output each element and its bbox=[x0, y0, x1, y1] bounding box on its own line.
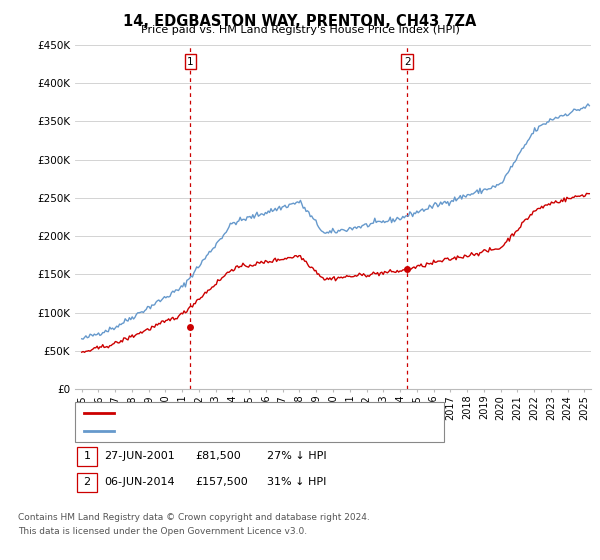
Text: 06-JUN-2014: 06-JUN-2014 bbox=[104, 477, 175, 487]
Text: Contains HM Land Registry data © Crown copyright and database right 2024.: Contains HM Land Registry data © Crown c… bbox=[18, 513, 370, 522]
Text: 1: 1 bbox=[83, 451, 91, 461]
Text: 14, EDGBASTON WAY, PRENTON, CH43 7ZA (detached house): 14, EDGBASTON WAY, PRENTON, CH43 7ZA (de… bbox=[119, 408, 440, 418]
Text: Price paid vs. HM Land Registry's House Price Index (HPI): Price paid vs. HM Land Registry's House … bbox=[140, 25, 460, 35]
Text: 27% ↓ HPI: 27% ↓ HPI bbox=[267, 451, 326, 461]
Text: £81,500: £81,500 bbox=[195, 451, 241, 461]
Text: 31% ↓ HPI: 31% ↓ HPI bbox=[267, 477, 326, 487]
Text: 2: 2 bbox=[83, 477, 91, 487]
Text: HPI: Average price, detached house, Wirral: HPI: Average price, detached house, Wirr… bbox=[119, 426, 343, 436]
Text: 27-JUN-2001: 27-JUN-2001 bbox=[104, 451, 175, 461]
Text: £157,500: £157,500 bbox=[195, 477, 248, 487]
Text: This data is licensed under the Open Government Licence v3.0.: This data is licensed under the Open Gov… bbox=[18, 528, 307, 536]
Text: 1: 1 bbox=[187, 57, 194, 67]
Text: 14, EDGBASTON WAY, PRENTON, CH43 7ZA: 14, EDGBASTON WAY, PRENTON, CH43 7ZA bbox=[124, 14, 476, 29]
Text: 2: 2 bbox=[404, 57, 410, 67]
